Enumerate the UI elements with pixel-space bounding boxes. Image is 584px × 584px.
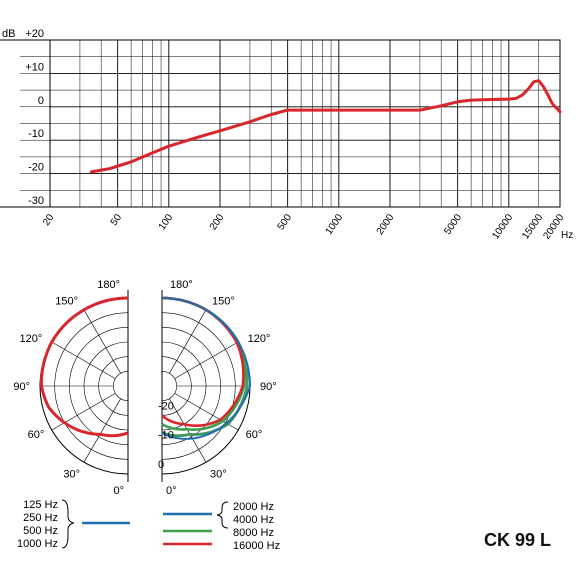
x-tick-label: 5000 bbox=[442, 212, 464, 237]
legend-left-label: 500 Hz bbox=[23, 525, 58, 537]
frequency-response-chart: +20 +10 0 -10 -20 -30 20 50 100 200 500 1000 2000 50… bbox=[0, 28, 573, 242]
polar-spoke bbox=[83, 398, 121, 463]
model-name: CK 99 L bbox=[484, 530, 552, 550]
polar-curve-left bbox=[39, 296, 129, 438]
frequency-response-curve bbox=[89, 79, 562, 174]
y-tick-label: -30 bbox=[28, 195, 44, 207]
x-tick-label: 2000 bbox=[375, 212, 397, 237]
polar-angle-label-left: 30° bbox=[63, 469, 80, 481]
polar-angle-label-right: 120° bbox=[248, 333, 271, 345]
y-unit-label: dB bbox=[2, 28, 15, 40]
legend-brace-right bbox=[216, 501, 229, 529]
polar-spoke bbox=[51, 341, 116, 379]
polar-ring bbox=[161, 371, 177, 401]
x-tick-label: 50 bbox=[109, 212, 125, 228]
polar-ring bbox=[113, 371, 129, 401]
polar-angle-label-left: 120° bbox=[20, 333, 43, 345]
polar-spoke bbox=[174, 341, 239, 379]
legend-right-label: 4000 Hz bbox=[233, 514, 274, 526]
polar-angle-label-right: 180° bbox=[170, 279, 193, 291]
polar-spoke bbox=[83, 309, 121, 374]
y-tick-labels: +20 +10 0 -10 -20 -30 bbox=[25, 28, 44, 207]
legend-right-label: 8000 Hz bbox=[233, 527, 274, 539]
polar-angle-label-right: 60° bbox=[246, 429, 263, 441]
x-tick-label: 15000 bbox=[520, 212, 545, 241]
polar-angle-label-left: 0° bbox=[113, 485, 124, 497]
polar-curve-low bbox=[161, 297, 252, 440]
polar-angle-label-left: 90° bbox=[13, 381, 30, 393]
x-tick-label: 20 bbox=[41, 212, 57, 228]
polar-angle-label-left: 60° bbox=[28, 429, 45, 441]
x-tick-label: 10000 bbox=[490, 212, 515, 241]
legend-right-label: 2000 Hz bbox=[233, 501, 274, 513]
polar-angle-label-left: 180° bbox=[97, 279, 120, 291]
polar-radial-labels: -20 -10 0 bbox=[158, 400, 174, 471]
polar-radial-label: -10 bbox=[158, 430, 174, 442]
legend-brace-left bbox=[61, 499, 75, 549]
polar-pattern-chart: 180° 180° 150° 150° 120° 120° 90° 90° 60° 60° 30° 3… bbox=[13, 279, 276, 497]
y-tick-label: +20 bbox=[25, 28, 44, 40]
polar-radial-label: 0 bbox=[158, 459, 164, 471]
y-tick-label: 0 bbox=[38, 95, 44, 107]
polar-angle-label-right: 0° bbox=[166, 485, 177, 497]
polar-angle-label-right: 150° bbox=[212, 295, 235, 307]
x-tick-label: 500 bbox=[276, 212, 295, 232]
x-tick-label: 1000 bbox=[324, 212, 346, 237]
y-tick-label: -20 bbox=[28, 162, 44, 174]
polar-curves bbox=[39, 296, 252, 440]
legend-left-label: 125 Hz bbox=[23, 499, 58, 511]
polar-spoke bbox=[51, 393, 116, 431]
legend-right-label: 16000 Hz bbox=[233, 540, 280, 552]
polar-angle-labels: 180° 180° 150° 150° 120° 120° 90° 90° 60° 60° 30° 3… bbox=[13, 279, 276, 497]
legend-left-label: 1000 Hz bbox=[17, 538, 58, 550]
polar-angle-label-right: 30° bbox=[210, 469, 227, 481]
y-tick-label: +10 bbox=[25, 61, 44, 73]
x-tick-label: 200 bbox=[208, 212, 227, 232]
x-tick-label: 100 bbox=[157, 212, 176, 232]
polar-radial-label: -20 bbox=[158, 400, 174, 412]
polar-spoke bbox=[169, 309, 207, 374]
frequency-grid bbox=[0, 39, 561, 208]
polar-angle-label-left: 150° bbox=[55, 295, 78, 307]
y-tick-label: -10 bbox=[28, 128, 44, 140]
legend-left-label: 250 Hz bbox=[23, 512, 58, 524]
polar-angle-label-right: 90° bbox=[260, 381, 277, 393]
x-unit-label: Hz bbox=[561, 230, 573, 241]
